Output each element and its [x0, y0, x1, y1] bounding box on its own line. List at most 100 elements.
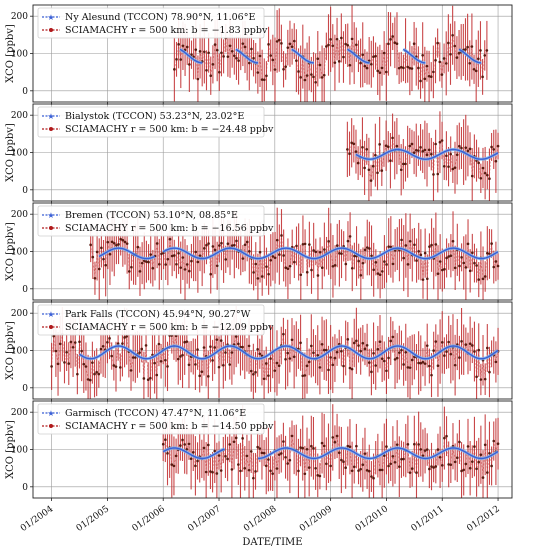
sciamachy-point [361, 53, 365, 57]
sciamachy-point [316, 353, 320, 357]
sciamachy-point [205, 68, 208, 72]
sciamachy-point [220, 241, 223, 245]
sciamachy-point [380, 169, 384, 172]
sciamachy-point [372, 55, 375, 59]
sciamachy-point [382, 359, 386, 363]
y-axis-label: XCO [ppbv] [5, 321, 16, 380]
y-tick-label: 200 [11, 309, 28, 319]
sciamachy-point [196, 348, 199, 351]
sciamachy-point [380, 66, 384, 70]
sciamachy-point [453, 363, 457, 367]
sciamachy-point [477, 57, 480, 61]
sciamachy-point [477, 348, 481, 352]
sciamachy-point [179, 266, 183, 269]
sciamachy-point [213, 248, 217, 252]
legend-tccon-label: Ny Alesund (TCCON) 78.90°N, 11.06°E [65, 12, 255, 23]
sciamachy-point [342, 55, 345, 59]
sciamachy-point [157, 262, 161, 266]
sciamachy-point [91, 255, 95, 259]
sciamachy-point [421, 360, 425, 364]
sciamachy-point [441, 268, 444, 272]
sciamachy-point [147, 260, 150, 264]
sciamachy-point [292, 355, 296, 359]
sciamachy-point [275, 238, 279, 242]
sciamachy-point [155, 242, 159, 245]
sciamachy-point [492, 439, 496, 443]
sciamachy-point [112, 364, 116, 367]
sciamachy-point [453, 166, 457, 170]
sciamachy-point [93, 372, 96, 376]
y-tick-label: 100 [11, 50, 28, 60]
sciamachy-point [267, 43, 270, 46]
sciamachy-point [481, 476, 485, 479]
sciamachy-point [95, 370, 98, 374]
sciamachy-point [387, 356, 390, 360]
sciamachy-point [483, 275, 487, 278]
sciamachy-point [89, 243, 92, 247]
sciamachy-point [112, 241, 116, 245]
sciamachy-point [414, 148, 418, 152]
sciamachy-point [443, 436, 446, 440]
sciamachy-point [479, 378, 483, 381]
sciamachy-point [378, 273, 382, 277]
sciamachy-point [344, 466, 347, 470]
sciamachy-point [417, 361, 420, 365]
sciamachy-point [179, 58, 183, 61]
sciamachy-point [160, 252, 163, 256]
sciamachy-point [267, 458, 270, 461]
sciamachy-point [348, 445, 352, 449]
sciamachy-point [434, 142, 437, 146]
sciamachy-point [344, 42, 347, 46]
sciamachy-point [235, 56, 238, 60]
sciamachy-point [479, 177, 483, 180]
sciamachy-point [277, 38, 281, 42]
sciamachy-point [312, 351, 315, 355]
sciamachy-point [455, 456, 459, 459]
sciamachy-point [344, 262, 348, 266]
panel-data [89, 207, 500, 300]
sciamachy-point [393, 461, 397, 464]
legend-tccon-label: Bialystok (TCCON) 53.23°N, 23.02°E [65, 111, 244, 122]
sciamachy-point [427, 148, 431, 152]
sciamachy-point [384, 144, 388, 148]
sciamachy-point [290, 434, 294, 438]
sciamachy-point [335, 244, 339, 247]
sciamachy-point [402, 162, 405, 166]
y-axis-label: XCO [ppbv] [5, 24, 16, 83]
sciamachy-point [258, 250, 262, 254]
sciamachy-point [451, 33, 454, 37]
sciamachy-point [466, 149, 470, 153]
sciamachy-point [69, 340, 73, 344]
sciamachy-point [423, 77, 427, 81]
y-tick-label: 200 [11, 111, 28, 121]
legend-box [37, 403, 265, 435]
sciamachy-point [273, 369, 277, 372]
sciamachy-point [230, 468, 234, 471]
sciamachy-point [425, 153, 429, 157]
sciamachy-point [286, 351, 290, 355]
sciamachy-point [293, 260, 296, 264]
sciamachy-point [443, 354, 446, 357]
y-tick-label: 0 [22, 285, 28, 295]
sciamachy-point [307, 466, 311, 469]
sciamachy-point [369, 179, 373, 182]
sciamachy-point [468, 342, 472, 346]
sciamachy-point [445, 154, 448, 158]
sciamachy-point [468, 61, 472, 65]
sciamachy-point [118, 366, 122, 369]
sciamachy-point [367, 469, 371, 473]
sciamachy-point [196, 459, 199, 463]
sciamachy-point [114, 365, 118, 368]
sciamachy-point [219, 469, 223, 472]
sciamachy-point [189, 457, 193, 461]
sciamachy-point [322, 73, 326, 77]
panel-data [173, 5, 489, 102]
sciamachy-point [271, 255, 275, 258]
sciamachy-point [249, 450, 253, 453]
sciamachy-point [455, 56, 459, 59]
sciamachy-point [449, 352, 453, 356]
sciamachy-point [286, 46, 290, 49]
sciamachy-point [472, 67, 476, 71]
sciamachy-point [230, 244, 234, 247]
sciamachy-point [316, 274, 320, 277]
